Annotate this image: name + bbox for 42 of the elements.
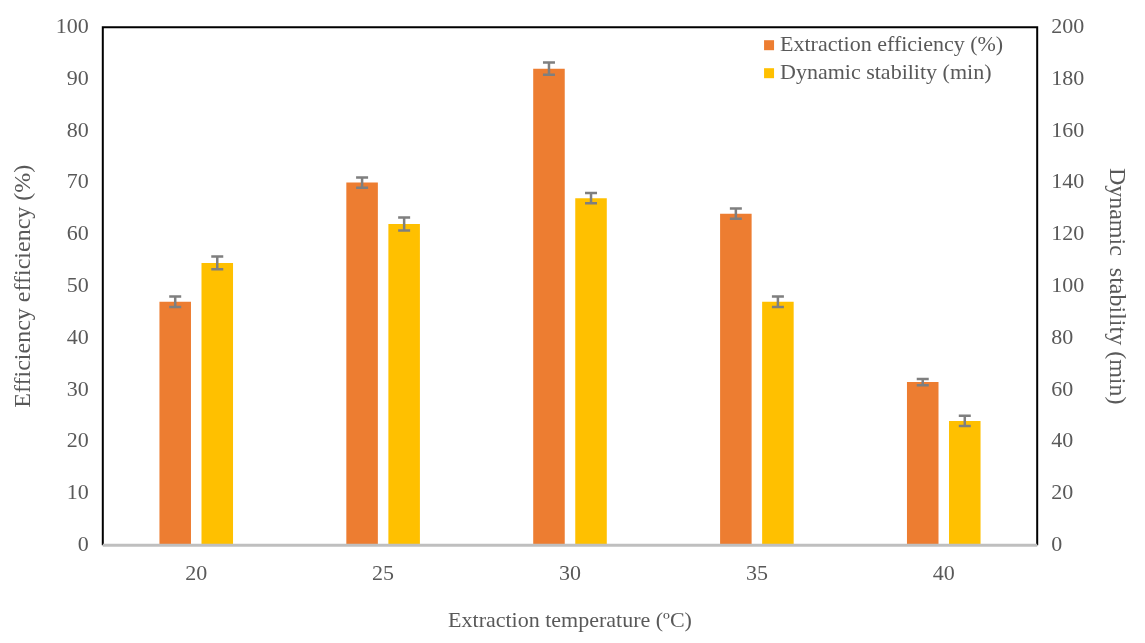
x-tick-label: 30 — [559, 560, 581, 586]
bar — [533, 68, 565, 546]
legend-label: Dynamic stability (min) — [780, 58, 992, 84]
y2-tick-label: 20 — [1051, 479, 1074, 505]
x-tick-label: 20 — [185, 560, 208, 586]
y-tick-label: 60 — [66, 220, 89, 246]
y2-tick-label: 140 — [1051, 168, 1085, 194]
y2-tick-label: 100 — [1051, 271, 1085, 297]
x-tick-label: 40 — [932, 560, 955, 586]
bar — [720, 213, 752, 546]
y-axis-title: Efficiency efficiency (%) — [8, 164, 35, 408]
y2-tick-label: 80 — [1051, 323, 1074, 349]
bar — [762, 301, 794, 546]
y-tick-label: 50 — [66, 271, 89, 297]
x-axis-title: Extraction temperature (ºC) — [448, 606, 692, 632]
x-tick-label: 25 — [372, 560, 395, 586]
y-tick-label: 0 — [77, 530, 89, 556]
bar — [159, 301, 191, 546]
bar — [201, 262, 234, 546]
bar — [575, 198, 607, 546]
bar — [906, 382, 939, 546]
y-tick-label: 80 — [66, 116, 89, 142]
y2-tick-label: 60 — [1051, 375, 1074, 401]
y2-tick-label: 160 — [1051, 116, 1085, 142]
y-tick-label: 100 — [55, 12, 89, 38]
y-tick-label: 90 — [66, 64, 89, 90]
y2-tick-label: 200 — [1051, 12, 1085, 38]
bar — [949, 420, 981, 546]
x-tick-label: 35 — [745, 560, 768, 586]
y2-tick-label: 120 — [1051, 220, 1085, 246]
y2-tick-label: 0 — [1051, 530, 1063, 556]
bar — [388, 224, 420, 546]
y2-axis-title: Dynamic stability (min) — [1105, 167, 1132, 405]
y-tick-label: 40 — [66, 323, 89, 349]
bar — [346, 182, 378, 546]
y-tick-label: 20 — [66, 427, 89, 453]
y-tick-label: 70 — [66, 168, 89, 194]
y-tick-label: 30 — [66, 375, 89, 401]
y-tick-label: 10 — [66, 479, 89, 505]
y2-tick-label: 40 — [1051, 427, 1074, 453]
legend-label: Extraction efficiency (%) — [780, 30, 1004, 56]
y2-tick-label: 180 — [1051, 64, 1085, 90]
